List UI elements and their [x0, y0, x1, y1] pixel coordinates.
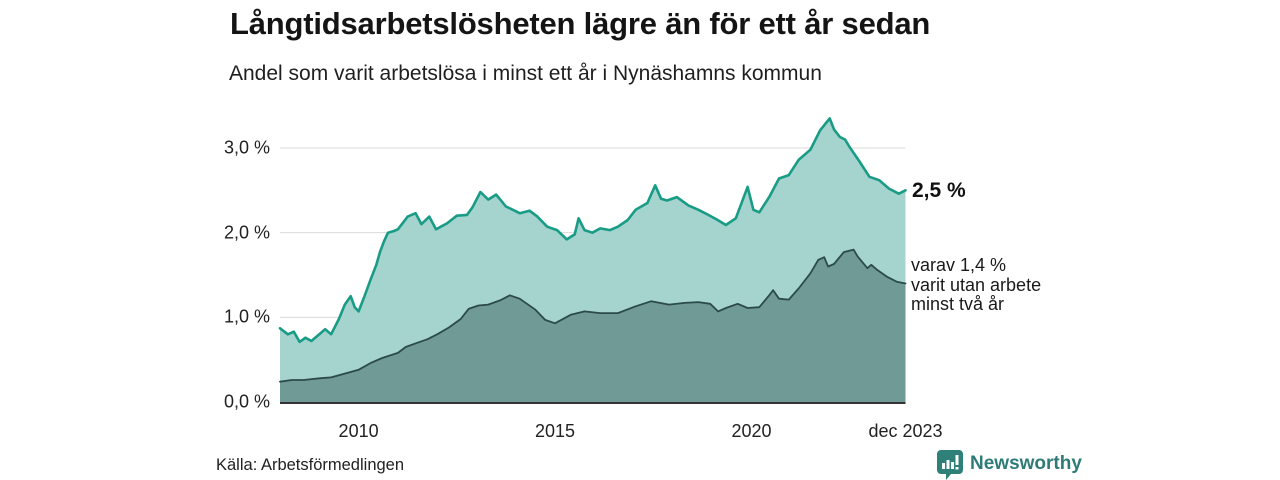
secondary-annotation-line2: varit utan arbete	[911, 274, 1042, 295]
source-caption: Källa: Arbetsförmedlingen	[216, 456, 405, 474]
x-axis-tick-label: 2015	[535, 421, 576, 441]
secondary-annotation-line3: minst två år	[911, 294, 1005, 314]
last-value-label: 2,5 %	[912, 179, 966, 202]
x-axis-tick-label: 2010	[338, 421, 379, 441]
series-line-0	[278, 117, 907, 344]
y-axis-tick-label: 1,0 %	[223, 306, 270, 327]
x-axis-tick-label: dec 2023	[868, 421, 943, 441]
chart-subtitle: Andel som varit arbetslösa i minst ett å…	[229, 62, 822, 85]
y-axis-tick-label: 0,0 %	[223, 391, 270, 412]
series-area-1	[280, 249, 906, 402]
newsworthy-brand-name: Newsworthy	[970, 453, 1082, 474]
secondary-series-annotation: varav 1,4 % varit utan arbete minst två …	[911, 255, 1042, 315]
y-axis-tick-label: 3,0 %	[223, 137, 270, 158]
page-title: Långtidsarbetslösheten lägre än för ett …	[230, 6, 931, 41]
series-line-1	[279, 248, 907, 383]
y-axis-tick-label: 2,0 %	[223, 222, 270, 243]
secondary-annotation-line1: varav 1,4 %	[911, 255, 1007, 275]
x-axis-tick-label: 2020	[731, 421, 772, 441]
newsworthy-brand: Newsworthy	[936, 449, 1082, 480]
newsworthy-logo-icon	[937, 450, 963, 480]
